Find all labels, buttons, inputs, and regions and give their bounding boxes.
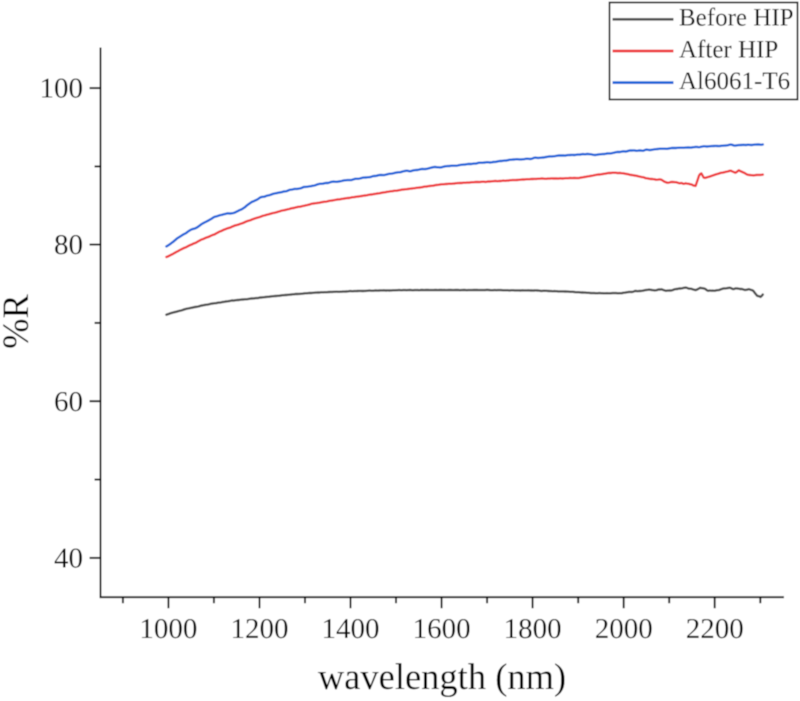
- svg-text:wavelength (nm): wavelength (nm): [318, 656, 566, 697]
- svg-text:Al6061-T6: Al6061-T6: [679, 68, 790, 95]
- svg-text:1800: 1800: [504, 613, 562, 645]
- svg-text:1200: 1200: [231, 613, 289, 645]
- svg-text:40: 40: [54, 542, 83, 574]
- svg-text:1000: 1000: [139, 613, 197, 645]
- svg-text:2000: 2000: [595, 613, 653, 645]
- svg-text:100: 100: [40, 73, 84, 105]
- svg-text:After HIP: After HIP: [679, 36, 778, 63]
- svg-text:1600: 1600: [413, 613, 471, 645]
- svg-text:2200: 2200: [686, 613, 744, 645]
- svg-text:80: 80: [54, 229, 83, 261]
- svg-text:1400: 1400: [322, 613, 380, 645]
- svg-text:60: 60: [54, 386, 83, 418]
- svg-text:Before HIP: Before HIP: [679, 5, 794, 32]
- svg-text:%R: %R: [0, 293, 36, 348]
